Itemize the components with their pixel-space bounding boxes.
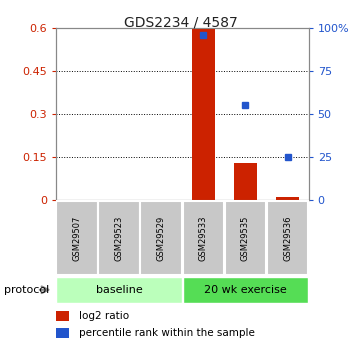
Text: 20 wk exercise: 20 wk exercise: [204, 285, 287, 295]
Bar: [183, 277, 308, 303]
Text: GSM29529: GSM29529: [157, 215, 166, 261]
Bar: [56, 201, 98, 275]
Text: protocol: protocol: [4, 285, 49, 295]
Bar: [276, 197, 299, 200]
Text: GSM29533: GSM29533: [199, 215, 208, 261]
Bar: [56, 277, 182, 303]
Text: GSM29523: GSM29523: [115, 215, 123, 261]
Bar: [183, 201, 224, 275]
Text: GSM29507: GSM29507: [73, 215, 82, 261]
Text: percentile rank within the sample: percentile rank within the sample: [79, 328, 255, 338]
Text: baseline: baseline: [96, 285, 143, 295]
Text: GSM29536: GSM29536: [283, 215, 292, 261]
Bar: [234, 163, 257, 200]
Bar: [140, 201, 182, 275]
Bar: [192, 28, 215, 200]
Bar: [56, 328, 69, 338]
Text: log2 ratio: log2 ratio: [79, 311, 129, 321]
Bar: [98, 201, 140, 275]
Text: GDS2234 / 4587: GDS2234 / 4587: [123, 16, 238, 30]
Bar: [225, 201, 266, 275]
Bar: [267, 201, 308, 275]
Bar: [56, 310, 69, 321]
Text: GSM29535: GSM29535: [241, 215, 250, 261]
